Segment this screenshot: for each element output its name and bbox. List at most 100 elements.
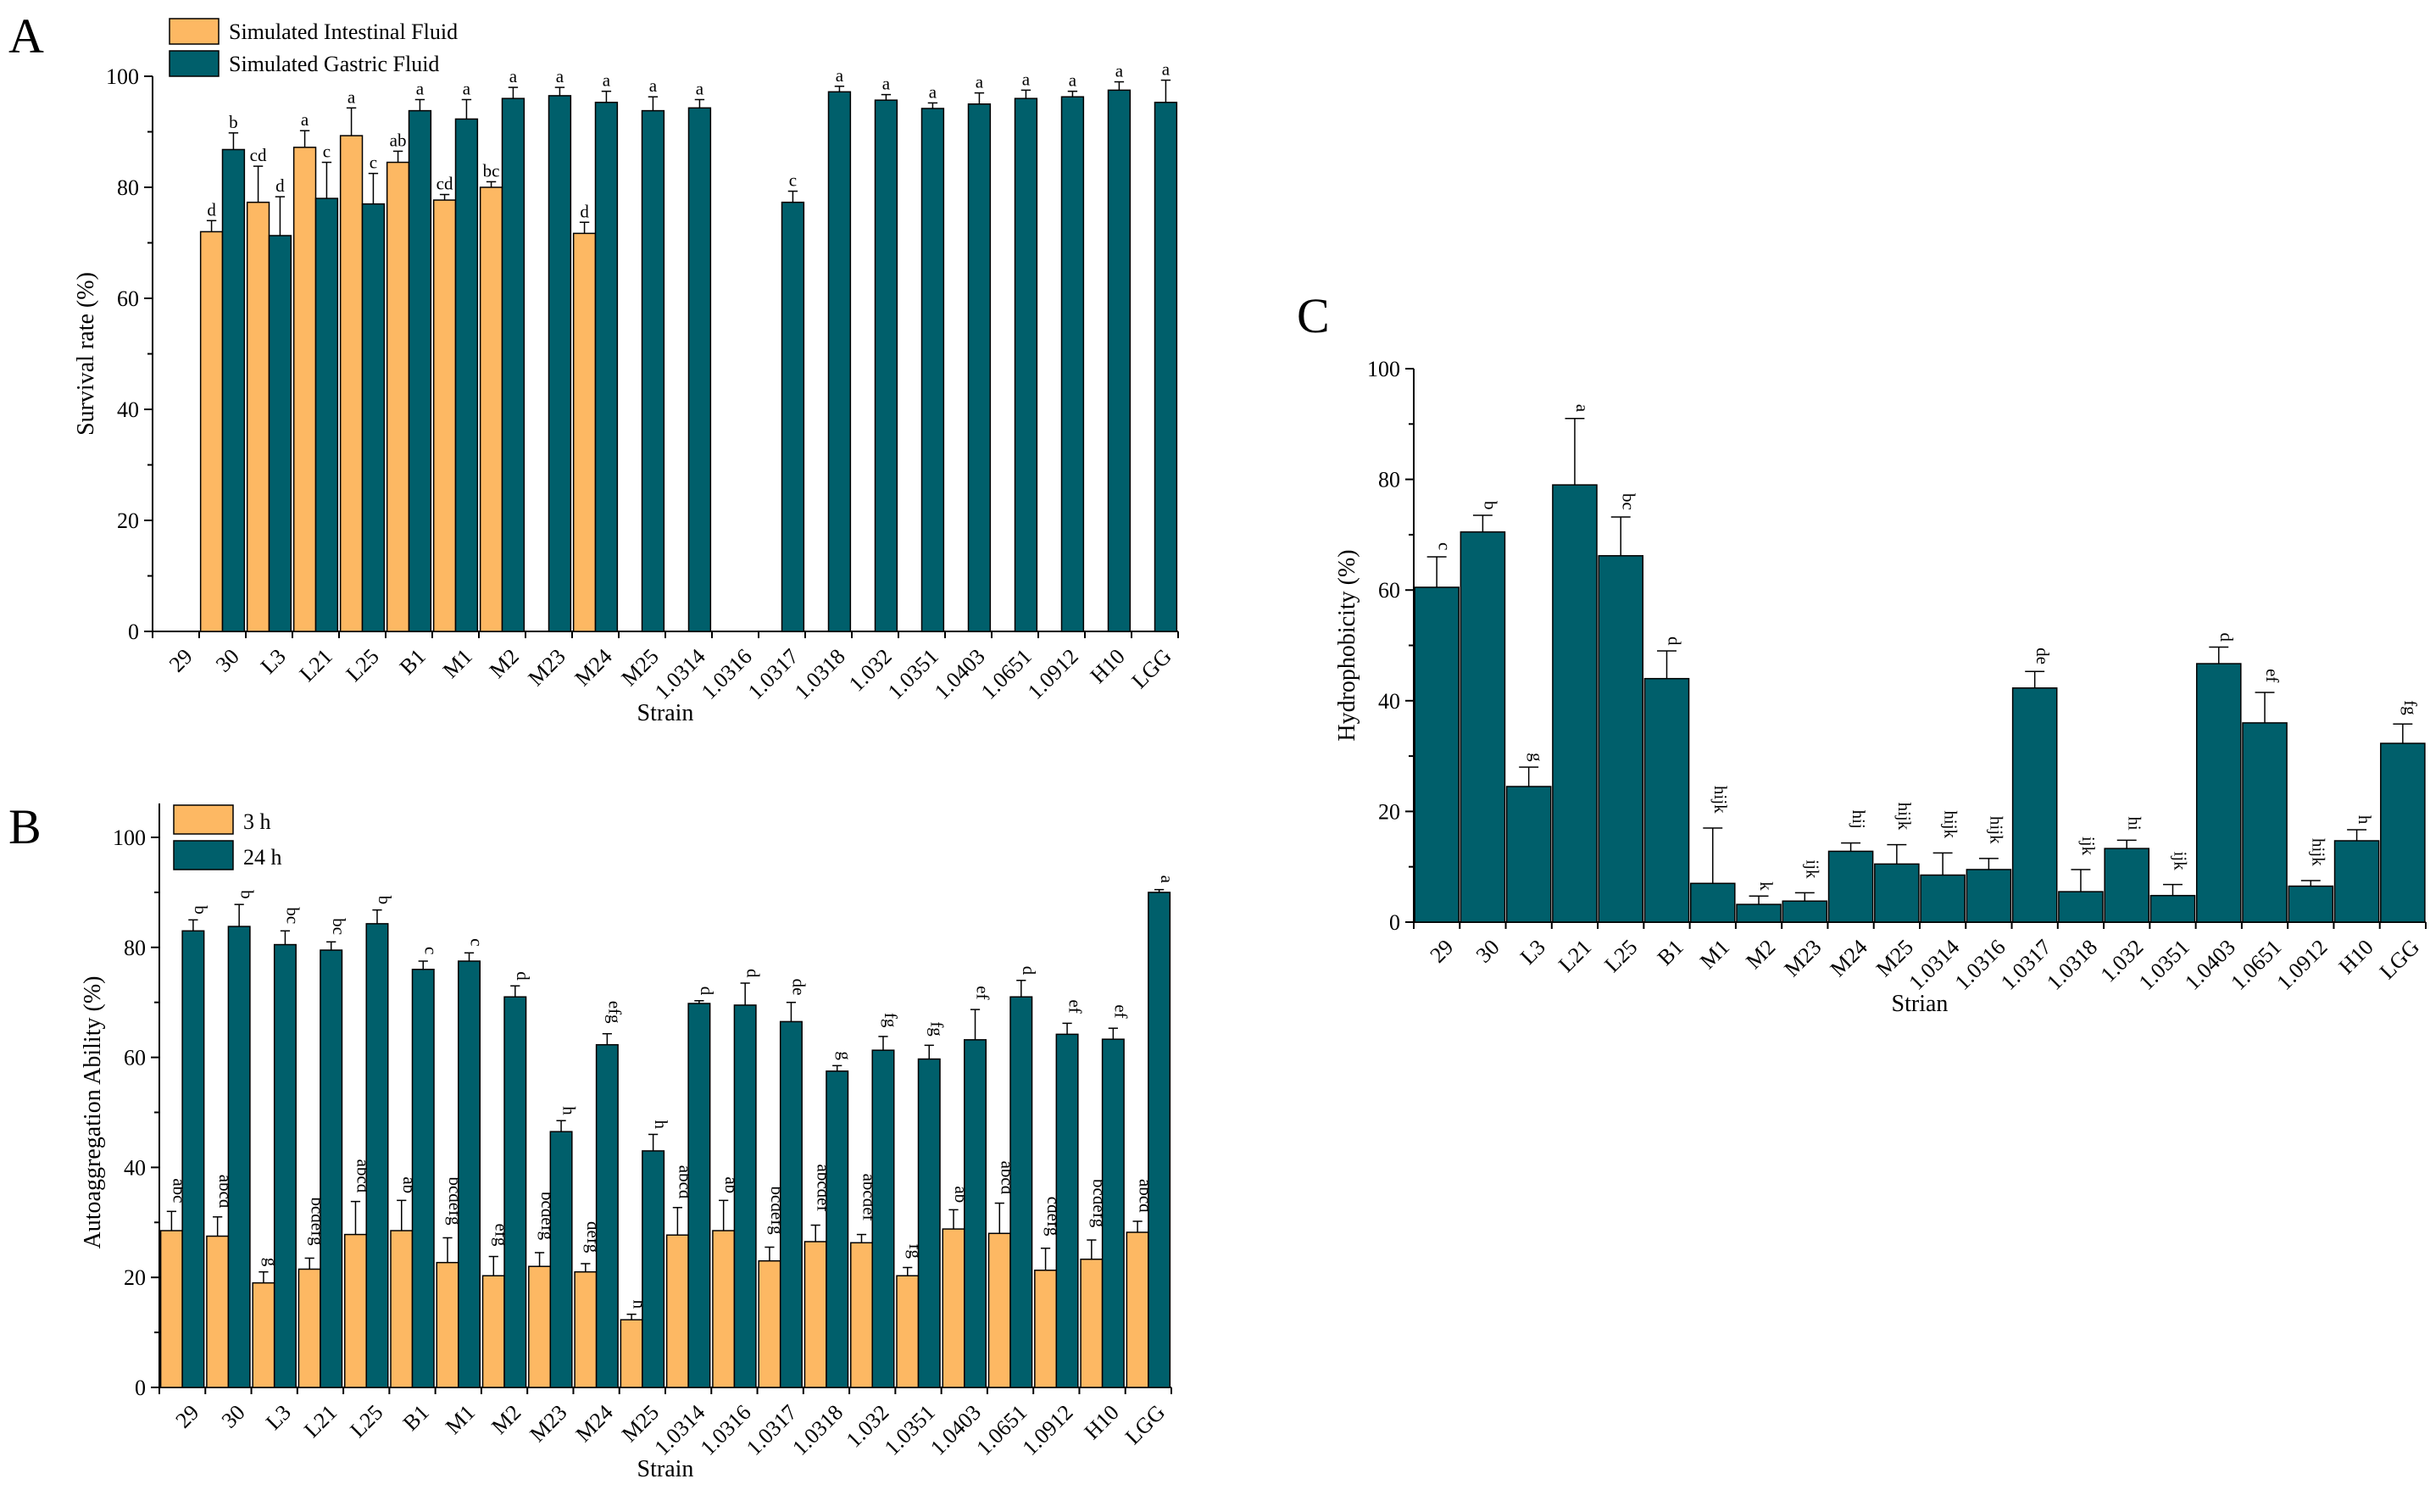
- x-axis-title-a: Strain: [637, 700, 694, 726]
- bar-b-s0-1.0651: [987, 1232, 1011, 1388]
- bar-a-s1-M25: [641, 109, 665, 632]
- bar-b-s1-1.0318: [826, 1070, 849, 1388]
- bar-b-s1-L3: [273, 943, 297, 1388]
- significance-label-c: g: [1526, 753, 1547, 762]
- bar-a-s1-M2: [501, 97, 525, 632]
- significance-label-c: hij: [1849, 810, 1869, 829]
- significance-label-a: cd: [250, 145, 267, 165]
- significance-label-b: de: [789, 979, 809, 996]
- bar-b-s0-1.0316: [712, 1230, 736, 1388]
- bar-b-s1-1.0317: [779, 1020, 803, 1388]
- legend-label-b-1: 24 h: [243, 845, 282, 870]
- y-tick-label-a: 20: [117, 509, 139, 533]
- bar-b-s0-M25: [620, 1319, 643, 1388]
- significance-label-a: bc: [483, 160, 500, 181]
- legend-label-b-0: 3 h: [243, 809, 271, 834]
- bar-a-s0-L25: [339, 135, 364, 632]
- significance-label-c: d: [2216, 632, 2237, 642]
- legend-swatch-a-1: [169, 50, 220, 77]
- significance-label-c: b: [1481, 501, 1501, 510]
- significance-label-a: a: [649, 75, 658, 96]
- significance-label-c: ijk: [1803, 859, 1823, 879]
- significance-label-c: hijk: [1987, 816, 2007, 844]
- significance-label-a: a: [463, 79, 471, 99]
- significance-label-a: a: [556, 66, 564, 86]
- significance-label-a: a: [836, 65, 844, 86]
- significance-label-b: ef: [1111, 1004, 1132, 1018]
- bar-a-s1-1.0317: [781, 201, 805, 632]
- x-axis-title-c: Strian: [1892, 991, 1949, 1017]
- y-tick-label-b: 100: [113, 825, 146, 850]
- legend-swatch-b-1: [173, 840, 234, 870]
- significance-label-c: hijk: [1940, 810, 1960, 838]
- bar-b-s1-M25: [642, 1150, 665, 1388]
- bar-b-s1-L25: [365, 923, 389, 1388]
- bar-c-s0-L3: [1505, 786, 1552, 923]
- significance-label-b: ef: [973, 986, 993, 999]
- bar-c-s0-1.0314: [1920, 874, 1966, 923]
- significance-label-a: a: [348, 86, 356, 107]
- bar-a-s1-1.0351: [920, 108, 945, 632]
- bar-a-s1-M1: [454, 118, 479, 632]
- significance-label-a: a: [301, 109, 309, 130]
- bar-b-s0-1.0314: [665, 1234, 689, 1388]
- significance-label-a: d: [580, 201, 589, 221]
- y-tick-label-c: 80: [1378, 468, 1400, 492]
- bar-c-s0-L25: [1598, 554, 1644, 923]
- significance-label-c: h: [2355, 815, 2375, 825]
- significance-label-a: a: [603, 70, 611, 91]
- significance-label-b: g: [835, 1051, 855, 1060]
- significance-label-b: fg: [881, 1013, 901, 1028]
- bar-a-s1-1.0318: [827, 91, 852, 632]
- significance-label-c: c: [1434, 542, 1454, 550]
- significance-label-b: bc: [283, 907, 303, 924]
- significance-label-c: fg: [2400, 700, 2421, 715]
- y-tick-label-b: 20: [124, 1265, 146, 1290]
- bar-a-s1-B1: [408, 109, 432, 632]
- significance-label-a: a: [1022, 69, 1031, 89]
- bar-b-s0-1.032: [849, 1242, 873, 1388]
- bar-b-s1-H10: [1101, 1038, 1125, 1388]
- bar-a-s1-L25: [361, 203, 386, 632]
- significance-label-b: d: [742, 969, 763, 978]
- bar-b-s0-30: [206, 1235, 230, 1388]
- bar-b-s1-1.0316: [733, 1004, 757, 1388]
- significance-label-b: d: [513, 971, 533, 981]
- bar-c-s0-L21: [1552, 484, 1598, 923]
- bar-a-s1-M23: [548, 95, 572, 632]
- bar-b-s0-L25: [343, 1233, 367, 1388]
- bar-b-s1-M24: [595, 1043, 619, 1388]
- bar-a-s1-30: [221, 148, 246, 632]
- bar-b-s1-1.0403: [964, 1039, 987, 1388]
- bar-b-s1-1.0314: [687, 1003, 711, 1388]
- significance-label-b: c: [467, 938, 487, 946]
- y-tick-label-a: 100: [106, 64, 139, 89]
- y-tick-label-c: 20: [1378, 799, 1400, 824]
- significance-label-c: hijk: [1894, 803, 1915, 831]
- bar-a-s1-L21: [314, 197, 339, 632]
- bar-b-s0-M23: [528, 1265, 552, 1388]
- bar-c-s0-M23: [1782, 900, 1828, 923]
- y-axis-title-c: Hydrophobicity (%): [1334, 549, 1360, 741]
- significance-label-c: ijk: [2078, 837, 2099, 856]
- bar-b-s0-1.0317: [758, 1259, 781, 1388]
- legend-swatch-a-0: [169, 18, 220, 45]
- significance-label-c: bc: [1618, 493, 1638, 510]
- significance-label-a: a: [1162, 59, 1171, 80]
- bar-c-s0-1.0651: [2242, 722, 2288, 923]
- significance-label-a: a: [1115, 61, 1124, 81]
- significance-label-c: hijk: [1710, 786, 1731, 814]
- bar-b-s1-L21: [320, 949, 343, 1388]
- significance-label-b: b: [236, 890, 257, 899]
- bar-b-s1-M23: [549, 1131, 573, 1388]
- bar-c-s0-1.0351: [2149, 894, 2196, 923]
- bar-b-s0-LGG: [1126, 1231, 1149, 1388]
- significance-label-a: a: [1069, 70, 1077, 91]
- bar-c-s0-1.0317: [2011, 687, 2058, 923]
- y-tick-label-b: 40: [124, 1155, 146, 1180]
- panel-letter-b: B: [8, 799, 42, 854]
- significance-label-b: d: [1019, 966, 1039, 976]
- bar-b-s0-L21: [297, 1268, 321, 1388]
- significance-label-c: de: [2032, 648, 2053, 664]
